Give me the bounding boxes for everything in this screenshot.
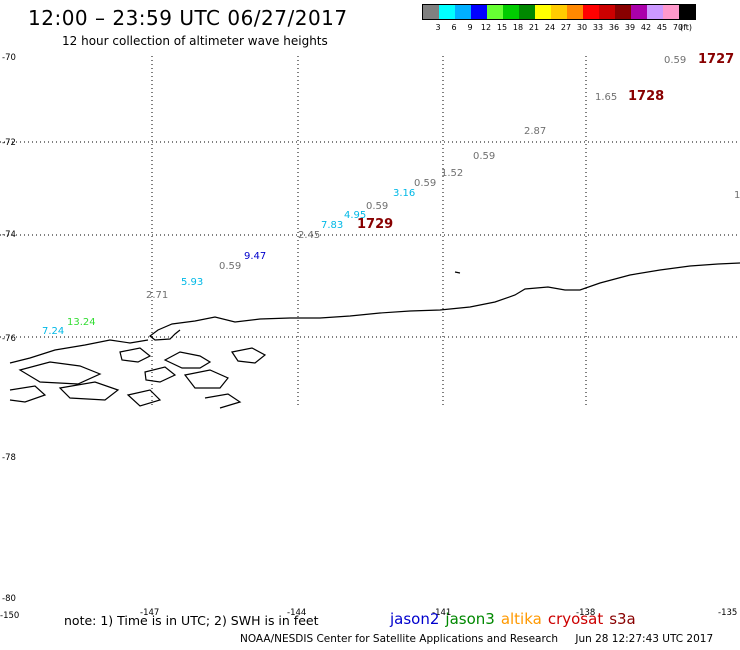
legend-label: 12 bbox=[480, 23, 492, 32]
wave-height-value: 0.59 bbox=[219, 261, 241, 272]
legend-color-box bbox=[455, 5, 471, 19]
legend-color-box bbox=[423, 5, 439, 19]
legend-color-box bbox=[439, 5, 455, 19]
wave-height-value: 9.47 bbox=[244, 251, 266, 262]
wave-height-value: 5.93 bbox=[181, 277, 203, 288]
legend-label: 30 bbox=[576, 23, 588, 32]
lon-label: -147 bbox=[140, 608, 159, 618]
legend-label: (ft) bbox=[679, 23, 693, 32]
legend-label: 6 bbox=[451, 23, 457, 32]
legend-labels: 3 6 9 12 15 18 21 24 27 30 33 36 39 42 45 70 (ft) bbox=[422, 20, 696, 34]
legend-color-box bbox=[471, 5, 487, 19]
lat-label: -76 bbox=[2, 334, 16, 344]
lat-label: -72 bbox=[2, 138, 16, 148]
lat-label: -80 bbox=[2, 594, 16, 604]
legend-label: 18 bbox=[512, 23, 524, 32]
wave-height-value: 3.16 bbox=[393, 188, 415, 199]
island bbox=[144, 366, 177, 383]
satellite-cryosat: cryosat bbox=[547, 610, 604, 628]
legend-color-box bbox=[663, 5, 679, 19]
legend-color-box bbox=[647, 5, 663, 19]
graticule bbox=[0, 56, 740, 408]
wave-height-value: 7.83 bbox=[321, 220, 343, 231]
island bbox=[9, 385, 47, 403]
legend-color-box bbox=[567, 5, 583, 19]
legend-color-box bbox=[583, 5, 599, 19]
island bbox=[183, 369, 229, 389]
legend-label: 70 bbox=[672, 23, 684, 32]
coastline bbox=[9, 262, 740, 409]
island bbox=[58, 381, 120, 401]
footer-note: note: 1) Time is in UTC; 2) SWH is in fe… bbox=[64, 613, 319, 628]
satellite-altika: altika bbox=[500, 610, 542, 628]
footer-credit: NOAA/NESDIS Center for Satellite Applica… bbox=[240, 633, 727, 645]
legend-label: 45 bbox=[656, 23, 668, 32]
lat-label: -74 bbox=[2, 230, 16, 240]
legend-label: 39 bbox=[624, 23, 636, 32]
wave-height-value: 0.59 bbox=[664, 55, 686, 66]
legend-color-box bbox=[535, 5, 551, 19]
lon-label: -138 bbox=[576, 608, 595, 618]
satellite-jason2: jason2 bbox=[390, 610, 440, 628]
legend-label: 33 bbox=[592, 23, 604, 32]
wave-height-value: 7.24 bbox=[42, 326, 64, 337]
island bbox=[163, 351, 212, 369]
satellite-legend: jason2 jason3 altika cryosat s3a bbox=[390, 610, 642, 628]
wave-height-value: 1.52 bbox=[441, 168, 463, 179]
coastline-main bbox=[149, 262, 740, 341]
timestamp: Jun 28 12:27:43 UTC 2017 bbox=[575, 633, 714, 645]
legend-color-boxes bbox=[422, 4, 696, 20]
satellite-s3a: s3a bbox=[609, 610, 636, 628]
legend-color-box bbox=[551, 5, 567, 19]
legend-label: 42 bbox=[640, 23, 652, 32]
credit-text: NOAA/NESDIS Center for Satellite Applica… bbox=[240, 633, 558, 645]
legend-color-box bbox=[487, 5, 503, 19]
satellite-jason3: jason3 bbox=[445, 610, 495, 628]
lon-label: -144 bbox=[287, 608, 306, 618]
lat-label: -78 bbox=[2, 453, 16, 463]
island bbox=[126, 389, 162, 407]
wave-height-value: 4.95 bbox=[344, 210, 366, 221]
legend-label: 24 bbox=[544, 23, 556, 32]
legend-label: 21 bbox=[528, 23, 540, 32]
legend-color-box bbox=[615, 5, 631, 19]
legend-label: 9 bbox=[467, 23, 473, 32]
legend-label: 15 bbox=[496, 23, 508, 32]
coastline-shelf bbox=[9, 339, 149, 364]
legend-label: 36 bbox=[608, 23, 620, 32]
islet bbox=[454, 271, 461, 274]
wave-height-value: 0.59 bbox=[366, 201, 388, 212]
island bbox=[204, 393, 242, 409]
lon-label: -141 bbox=[432, 608, 451, 618]
pass-time-label: 1729 bbox=[357, 217, 393, 232]
legend-color-box bbox=[599, 5, 615, 19]
island bbox=[119, 347, 152, 363]
legend-color-box bbox=[631, 5, 647, 19]
wave-height-value: 2.87 bbox=[524, 126, 546, 137]
color-scale-legend: 3 6 9 12 15 18 21 24 27 30 33 36 39 42 45 70 (ft) bbox=[422, 4, 696, 34]
lat-label: -70 bbox=[2, 53, 16, 63]
lon-label: -150 bbox=[0, 611, 19, 621]
wave-height-value: 2.71 bbox=[146, 290, 168, 301]
edge-mark: 1 bbox=[734, 190, 740, 201]
legend-label: 27 bbox=[560, 23, 572, 32]
wave-height-value: 0.59 bbox=[473, 151, 495, 162]
legend-color-box bbox=[503, 5, 519, 19]
island bbox=[231, 347, 267, 364]
wave-height-value: 13.24 bbox=[67, 317, 96, 328]
map-title: 12:00 – 23:59 UTC 06/27/2017 bbox=[28, 6, 348, 30]
map-subtitle: 12 hour collection of altimeter wave hei… bbox=[62, 34, 328, 48]
wave-height-value: 1.65 bbox=[595, 92, 617, 103]
wave-height-value: 2.45 bbox=[298, 230, 320, 241]
wave-height-value: 0.59 bbox=[414, 178, 436, 189]
legend-color-box bbox=[519, 5, 535, 19]
island bbox=[18, 361, 102, 385]
legend-label: 3 bbox=[435, 23, 441, 32]
legend-color-box bbox=[679, 5, 695, 19]
lon-label: -135 bbox=[718, 608, 737, 618]
pass-time-label: 1727 bbox=[698, 52, 734, 67]
pass-time-label: 1728 bbox=[628, 89, 664, 104]
